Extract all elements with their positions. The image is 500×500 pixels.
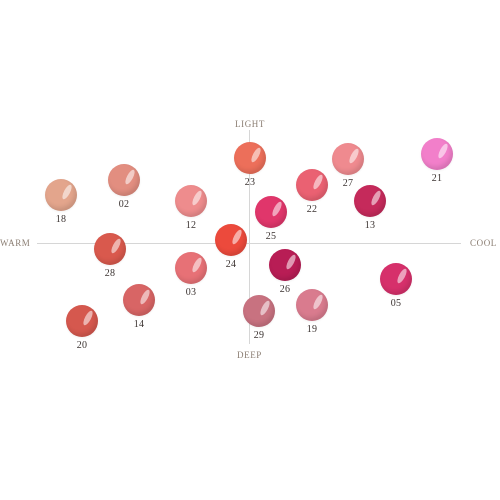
gloss-highlight bbox=[347, 147, 361, 165]
shade-number-14: 14 bbox=[133, 319, 145, 330]
shade-swatch-25[interactable] bbox=[255, 196, 287, 228]
gloss-highlight bbox=[138, 288, 152, 306]
shade-number-24: 24 bbox=[225, 259, 237, 270]
gloss-highlight bbox=[369, 189, 383, 207]
shade-number-25: 25 bbox=[265, 231, 277, 242]
gloss-highlight bbox=[123, 168, 137, 186]
gloss-highlight bbox=[230, 228, 244, 246]
gloss-highlight bbox=[284, 253, 298, 271]
shade-swatch-03[interactable] bbox=[175, 252, 207, 284]
shade-swatch-22[interactable] bbox=[296, 169, 328, 201]
shade-number-20: 20 bbox=[76, 340, 88, 351]
gloss-highlight bbox=[249, 146, 263, 164]
shade-number-13: 13 bbox=[364, 220, 376, 231]
shade-swatch-12[interactable] bbox=[175, 185, 207, 217]
shade-swatch-13[interactable] bbox=[354, 185, 386, 217]
axis-label-cool: COOL bbox=[470, 238, 497, 248]
shade-number-02: 02 bbox=[118, 199, 130, 210]
shade-swatch-29[interactable] bbox=[243, 295, 275, 327]
gloss-highlight bbox=[258, 299, 272, 317]
gloss-highlight bbox=[60, 183, 74, 201]
gloss-highlight bbox=[311, 173, 325, 191]
gloss-highlight bbox=[109, 237, 123, 255]
shade-swatch-18[interactable] bbox=[45, 179, 77, 211]
shade-number-18: 18 bbox=[55, 214, 67, 225]
shade-number-27: 27 bbox=[342, 178, 354, 189]
shade-swatch-24[interactable] bbox=[215, 224, 247, 256]
shade-swatch-26[interactable] bbox=[269, 249, 301, 281]
shade-swatch-19[interactable] bbox=[296, 289, 328, 321]
shade-number-03: 03 bbox=[185, 287, 197, 298]
shade-swatch-23[interactable] bbox=[234, 142, 266, 174]
gloss-highlight bbox=[436, 142, 450, 160]
shade-number-12: 12 bbox=[185, 220, 197, 231]
shade-swatch-02[interactable] bbox=[108, 164, 140, 196]
shade-number-26: 26 bbox=[279, 284, 291, 295]
shade-number-29: 29 bbox=[253, 330, 265, 341]
gloss-highlight bbox=[270, 200, 284, 218]
shade-number-23: 23 bbox=[244, 177, 256, 188]
gloss-highlight bbox=[190, 256, 204, 274]
light-deep-axis-line bbox=[249, 130, 250, 344]
axis-label-warm: WARM bbox=[0, 238, 31, 248]
shade-swatch-20[interactable] bbox=[66, 305, 98, 337]
shade-swatch-21[interactable] bbox=[421, 138, 453, 170]
gloss-highlight bbox=[190, 189, 204, 207]
axis-label-light: LIGHT bbox=[235, 119, 265, 129]
shade-swatch-28[interactable] bbox=[94, 233, 126, 265]
shade-number-28: 28 bbox=[104, 268, 116, 279]
gloss-highlight bbox=[81, 309, 95, 327]
gloss-highlight bbox=[395, 267, 409, 285]
axis-label-deep: DEEP bbox=[237, 350, 262, 360]
shade-swatch-05[interactable] bbox=[380, 263, 412, 295]
gloss-highlight bbox=[311, 293, 325, 311]
shade-number-05: 05 bbox=[390, 298, 402, 309]
shade-swatch-27[interactable] bbox=[332, 143, 364, 175]
shade-number-22: 22 bbox=[306, 204, 318, 215]
shade-number-21: 21 bbox=[431, 173, 443, 184]
shade-swatch-14[interactable] bbox=[123, 284, 155, 316]
shade-number-19: 19 bbox=[306, 324, 318, 335]
